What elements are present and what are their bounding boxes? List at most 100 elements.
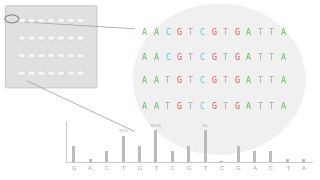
Text: T: T xyxy=(165,102,170,111)
Text: A: A xyxy=(142,102,147,111)
Text: G: G xyxy=(234,76,239,86)
Text: A: A xyxy=(280,102,285,111)
Text: A: A xyxy=(154,28,159,37)
Circle shape xyxy=(77,71,84,75)
Text: G: G xyxy=(234,53,239,62)
Text: T: T xyxy=(257,102,262,111)
Text: A: A xyxy=(246,76,251,86)
Bar xyxy=(236,146,240,162)
Text: G: G xyxy=(137,166,142,172)
Text: T: T xyxy=(223,102,228,111)
Text: G: G xyxy=(211,53,216,62)
Text: T: T xyxy=(154,166,158,172)
Bar xyxy=(105,152,108,162)
Bar xyxy=(302,159,305,162)
Text: A: A xyxy=(154,53,159,62)
Text: T: T xyxy=(269,28,274,37)
Circle shape xyxy=(67,53,75,58)
Bar xyxy=(187,146,190,162)
Text: C: C xyxy=(105,166,109,172)
Circle shape xyxy=(47,36,55,40)
Text: T: T xyxy=(257,28,262,37)
Circle shape xyxy=(67,71,75,75)
Circle shape xyxy=(77,18,84,23)
Text: C: C xyxy=(165,53,170,62)
Bar xyxy=(269,152,272,162)
Circle shape xyxy=(57,36,65,40)
Circle shape xyxy=(57,71,65,75)
Text: T: T xyxy=(223,76,228,86)
Circle shape xyxy=(67,36,75,40)
Text: A: A xyxy=(246,102,251,111)
Ellipse shape xyxy=(133,4,306,155)
Text: A: A xyxy=(302,166,306,172)
Text: 0%: 0% xyxy=(202,124,209,128)
Circle shape xyxy=(47,18,55,23)
Text: T: T xyxy=(188,102,193,111)
Text: T: T xyxy=(286,166,289,172)
Text: A: A xyxy=(88,166,92,172)
Bar xyxy=(72,146,75,162)
Circle shape xyxy=(77,36,84,40)
Text: T: T xyxy=(223,28,228,37)
Text: C: C xyxy=(165,28,170,37)
Text: G: G xyxy=(211,102,216,111)
Bar xyxy=(171,152,174,162)
Text: G: G xyxy=(177,102,182,111)
Text: T: T xyxy=(121,166,125,172)
Circle shape xyxy=(18,71,26,75)
Text: C: C xyxy=(200,28,205,37)
Text: G: G xyxy=(236,166,240,172)
Circle shape xyxy=(77,53,84,58)
Text: C: C xyxy=(200,102,205,111)
Bar xyxy=(220,161,223,162)
Circle shape xyxy=(37,53,45,58)
Text: T: T xyxy=(269,76,274,86)
Text: 100%: 100% xyxy=(150,124,162,128)
Text: T: T xyxy=(165,76,170,86)
Text: G: G xyxy=(177,76,182,86)
Text: A: A xyxy=(280,76,285,86)
Text: A: A xyxy=(142,28,147,37)
Text: T: T xyxy=(269,102,274,111)
Circle shape xyxy=(57,53,65,58)
Text: G: G xyxy=(177,28,182,37)
Text: C: C xyxy=(269,166,273,172)
Circle shape xyxy=(37,71,45,75)
Bar xyxy=(89,159,92,162)
Circle shape xyxy=(28,71,36,75)
Text: C: C xyxy=(170,166,174,172)
Circle shape xyxy=(67,18,75,23)
Text: A: A xyxy=(246,28,251,37)
Circle shape xyxy=(57,18,65,23)
Text: T: T xyxy=(257,53,262,62)
Text: T: T xyxy=(188,76,193,86)
Text: 50%: 50% xyxy=(118,129,128,133)
Text: G: G xyxy=(71,166,76,172)
Bar xyxy=(138,146,141,162)
Text: A: A xyxy=(280,53,285,62)
Text: T: T xyxy=(204,166,207,172)
Circle shape xyxy=(47,53,55,58)
Text: T: T xyxy=(223,53,228,62)
Circle shape xyxy=(18,18,26,23)
Circle shape xyxy=(28,18,36,23)
Text: A: A xyxy=(154,102,159,111)
Text: G: G xyxy=(234,102,239,111)
Text: T: T xyxy=(188,28,193,37)
Bar xyxy=(122,136,124,162)
Text: A: A xyxy=(246,53,251,62)
Text: T: T xyxy=(269,53,274,62)
Text: C: C xyxy=(200,76,205,86)
Text: A: A xyxy=(142,53,147,62)
Text: G: G xyxy=(187,166,191,172)
Text: A: A xyxy=(154,76,159,86)
Circle shape xyxy=(18,53,26,58)
Circle shape xyxy=(28,36,36,40)
Text: G: G xyxy=(177,53,182,62)
Circle shape xyxy=(37,18,45,23)
Text: A: A xyxy=(280,28,285,37)
Circle shape xyxy=(28,53,36,58)
Text: T: T xyxy=(188,53,193,62)
Text: A: A xyxy=(252,166,257,172)
